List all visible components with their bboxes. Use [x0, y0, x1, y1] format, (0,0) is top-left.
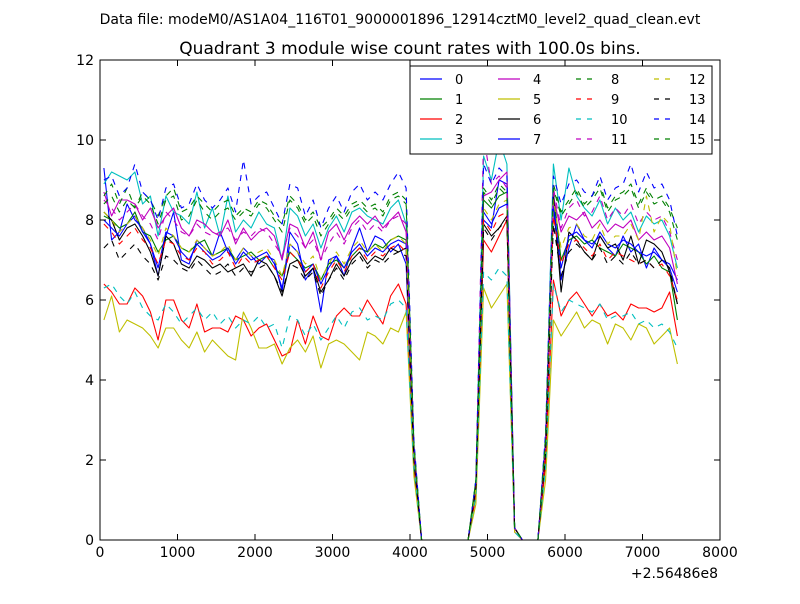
series-line-13	[103, 219, 678, 541]
series-line-2	[103, 219, 678, 541]
legend-label-0: 0	[455, 73, 463, 88]
series-line-0	[103, 167, 678, 541]
x-tick-label: 5000	[470, 545, 506, 561]
legend-label-9: 9	[611, 93, 619, 108]
y-tick-label: 4	[85, 373, 94, 389]
x-tick-label: 8000	[702, 545, 738, 561]
series-line-9	[103, 211, 678, 541]
x-tick-label: 7000	[625, 545, 661, 561]
x-tick-label: 4000	[392, 545, 428, 561]
legend-label-3: 3	[455, 133, 463, 148]
legend-label-7: 7	[533, 133, 541, 148]
figure-suptitle: Data file: modeM0/AS1A04_116T01_90000018…	[100, 12, 701, 28]
x-tick-label: 0	[96, 545, 105, 561]
legend-label-4: 4	[533, 73, 541, 88]
x-tick-label: 6000	[547, 545, 583, 561]
y-tick-label: 6	[85, 293, 94, 309]
y-tick-label: 12	[76, 53, 94, 69]
series-line-4	[103, 171, 678, 541]
x-offset-label: +2.56486e8	[631, 566, 718, 582]
legend-label-5: 5	[533, 93, 541, 108]
legend-label-10: 10	[611, 113, 628, 128]
y-tick-label: 0	[85, 533, 94, 549]
series-line-3	[103, 139, 678, 541]
legend-label-12: 12	[689, 73, 706, 88]
legend-label-15: 15	[689, 133, 706, 148]
legend-label-8: 8	[611, 73, 619, 88]
series-line-10	[103, 267, 678, 541]
legend-label-11: 11	[611, 133, 628, 148]
legend-label-13: 13	[689, 93, 706, 108]
series-line-7	[103, 203, 678, 541]
y-tick-label: 8	[85, 213, 94, 229]
series-line-8	[103, 183, 678, 541]
plot-lines	[103, 135, 678, 541]
series-line-1	[103, 191, 678, 541]
legend-label-2: 2	[455, 113, 463, 128]
series-line-5	[103, 283, 678, 541]
legend-box	[409, 65, 713, 155]
x-tick-label: 2000	[237, 545, 273, 561]
x-tick-label: 3000	[315, 545, 351, 561]
y-tick-label: 2	[85, 453, 94, 469]
y-tick-label: 10	[76, 133, 94, 149]
series-line-15	[103, 187, 678, 541]
chart-title: Quadrant 3 module wise count rates with …	[179, 39, 640, 59]
series-line-11	[103, 135, 678, 541]
legend-label-6: 6	[533, 113, 541, 128]
x-axis: 0 1000 2000 3000 4000 5000 6000 7000 8000	[96, 60, 738, 561]
x-tick-label: 1000	[160, 545, 196, 561]
legend-label-1: 1	[455, 93, 463, 108]
series-line-14	[103, 159, 678, 541]
legend-label-14: 14	[689, 113, 706, 128]
